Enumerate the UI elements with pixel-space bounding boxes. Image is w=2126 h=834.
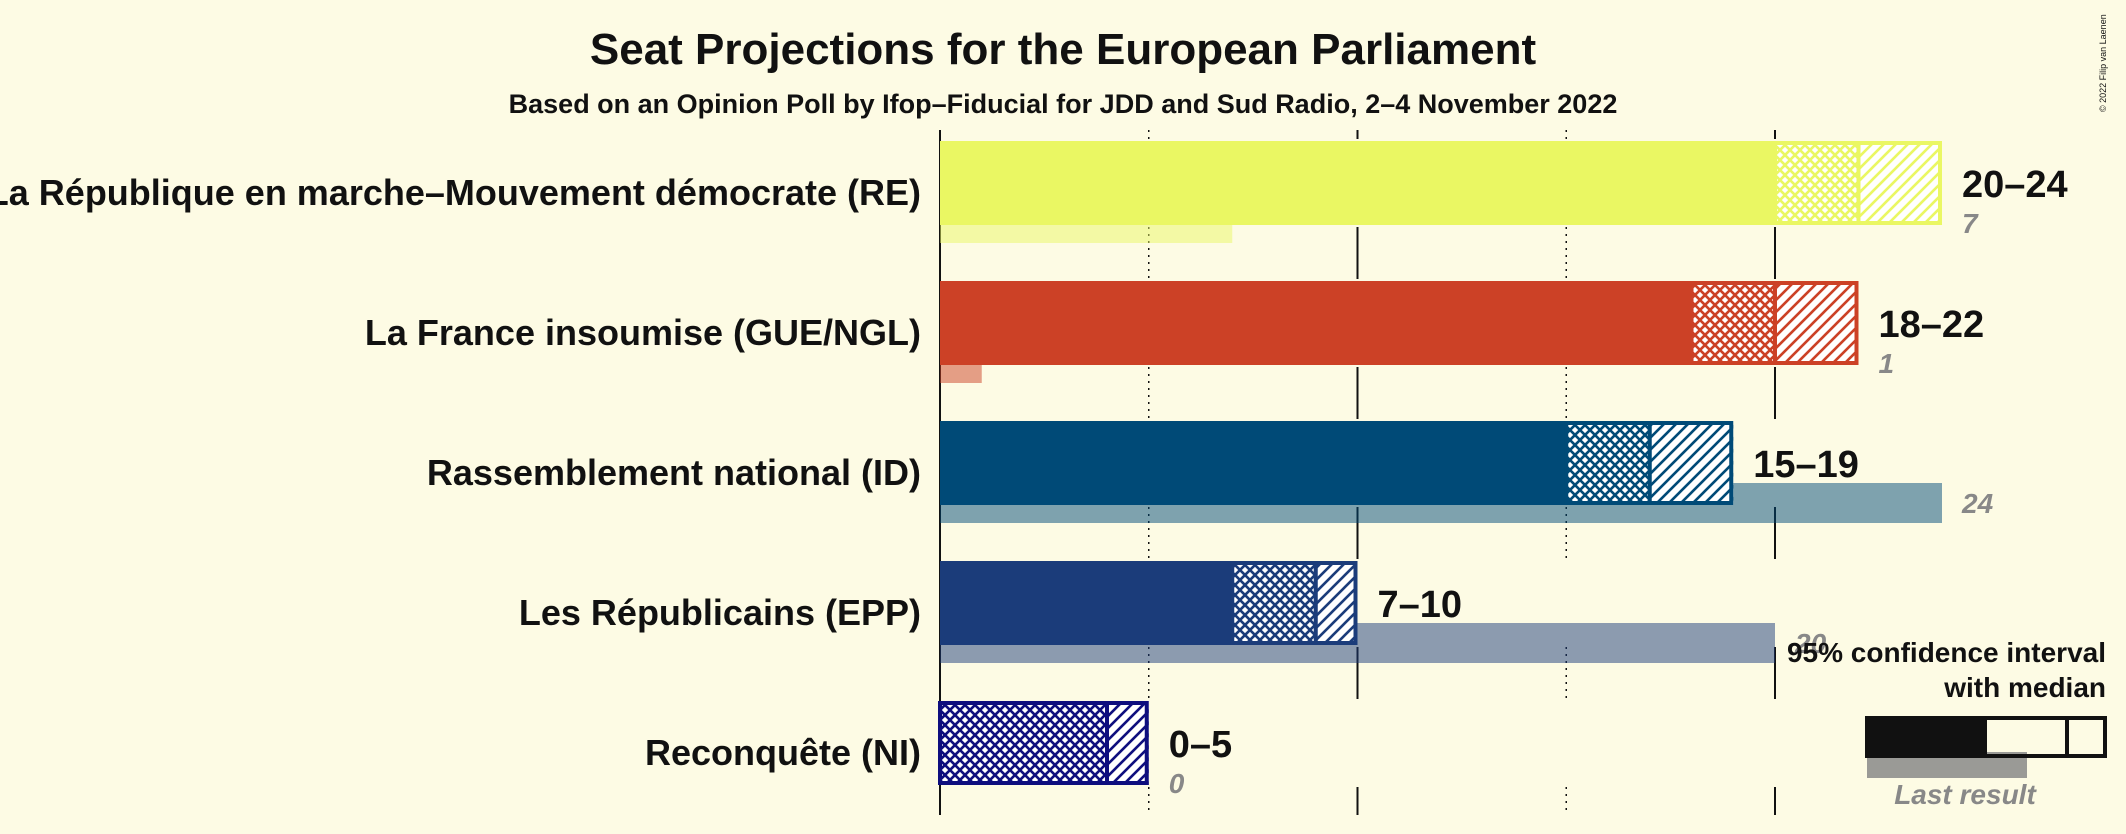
ci-lower-bar	[940, 141, 1775, 225]
party-row: Rassemblement national (ID) 15–19 24	[427, 421, 1994, 523]
ci-median-high-bar	[1315, 561, 1358, 645]
last-result-label: 7	[1962, 208, 1979, 239]
ci-lower-bar	[940, 281, 1692, 365]
ci-low-median-bar	[1566, 421, 1650, 505]
party-row: Reconquête (NI) 0–50	[645, 701, 1232, 799]
range-label: 15–19	[1753, 444, 1859, 486]
party-label: Rassemblement national (ID)	[427, 452, 921, 493]
legend-last-result-label: Last result	[1894, 779, 2037, 810]
last-result-label: 0	[1169, 768, 1185, 799]
range-label: 7–10	[1378, 584, 1463, 626]
ci-median-high-bar	[1107, 701, 1149, 785]
ci-low-median-bar	[940, 701, 1107, 785]
legend-cross-bar	[1985, 716, 2067, 758]
party-row: La France insoumise (GUE/NGL) 18–221	[365, 281, 1984, 383]
ci-outline	[1230, 561, 1358, 645]
legend-solid-bar	[1865, 716, 1985, 758]
last-result-label: 20	[1794, 628, 1827, 659]
ci-low-median-bar	[1691, 281, 1775, 365]
ci-outline	[938, 701, 1149, 785]
party-label: La République en marche–Mouvement démocr…	[0, 172, 921, 213]
chart-title: Seat Projections for the European Parlia…	[590, 25, 1537, 74]
range-label: 18–22	[1879, 304, 1985, 346]
copyright-note: © 2022 Filip van Laenen	[2098, 14, 2108, 112]
party-label: La France insoumise (GUE/NGL)	[365, 312, 921, 353]
legend-hatch-bar	[2067, 716, 2107, 758]
range-label: 20–24	[1962, 164, 2068, 206]
ci-low-median-bar	[1232, 561, 1316, 645]
party-label: Reconquête (NI)	[645, 732, 921, 773]
ci-median-high-bar	[1775, 281, 1859, 365]
ci-low-median-bar	[1775, 141, 1859, 225]
ci-median-high-bar	[1649, 421, 1734, 505]
ci-lower-bar	[940, 561, 1233, 645]
chart-subtitle: Based on an Opinion Poll by Ifop–Fiducia…	[509, 89, 1618, 119]
last-result-label: 1	[1879, 348, 1895, 379]
legend-median-label: with median	[1943, 672, 2106, 703]
party-rows: La République en marche–Mouvement démocr…	[0, 141, 2068, 799]
ci-lower-bar	[940, 421, 1567, 505]
ci-median-high-bar	[1858, 141, 1942, 225]
range-label: 0–5	[1169, 724, 1232, 766]
legend-outline	[1983, 716, 2107, 758]
party-row: Les Républicains (EPP) 7–10 20	[519, 561, 1827, 663]
last-result-label: 24	[1961, 488, 1994, 519]
legend-ci-label: 95% confidence interval	[1787, 637, 2106, 668]
party-row: La République en marche–Mouvement démocr…	[0, 141, 2068, 243]
party-label: Les Républicains (EPP)	[519, 592, 921, 633]
legend: 95% confidence interval with median Last…	[1787, 637, 2107, 810]
